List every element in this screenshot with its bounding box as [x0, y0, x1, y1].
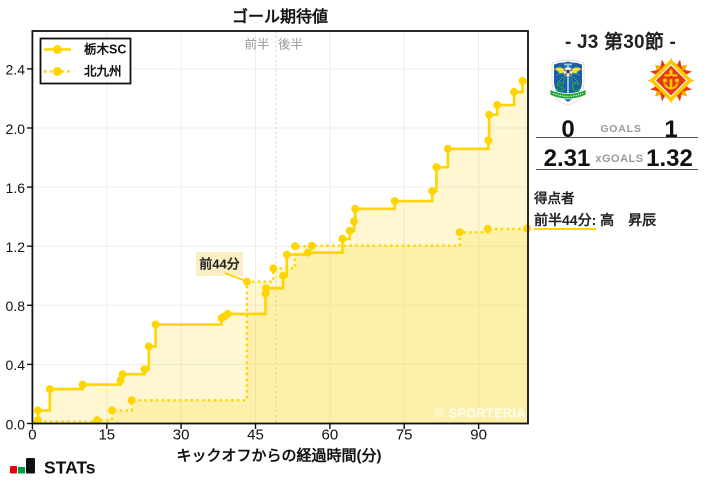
svg-text:栃木SC: 栃木SC: [84, 42, 126, 57]
svg-text:0.4: 0.4: [6, 357, 26, 373]
svg-text:15: 15: [98, 427, 115, 444]
svg-text:75: 75: [396, 427, 413, 444]
svg-text:1.6: 1.6: [6, 180, 26, 196]
svg-text:前半: 前半: [244, 37, 269, 52]
svg-text:0.0: 0.0: [6, 416, 26, 432]
svg-text:ゴール期待値: ゴール期待値: [232, 7, 328, 26]
svg-text:2.0: 2.0: [6, 121, 26, 137]
svg-text:30: 30: [173, 427, 190, 444]
svg-text:60: 60: [322, 427, 339, 444]
svg-text:45: 45: [247, 427, 264, 444]
svg-text:STATs: STATs: [44, 458, 96, 478]
svg-text:キックオフからの経過時間(分): キックオフからの経過時間(分): [177, 447, 382, 465]
svg-text:90: 90: [470, 427, 487, 444]
svg-text:S: S: [556, 79, 565, 95]
svg-text:0.8: 0.8: [6, 298, 26, 314]
svg-text:0: 0: [28, 427, 36, 444]
svg-text:後半: 後半: [278, 38, 303, 52]
svg-text:北九州: 北九州: [84, 64, 122, 79]
svg-text:© SPORTERIA: © SPORTERIA: [435, 407, 526, 421]
svg-text:1.2: 1.2: [6, 239, 26, 255]
svg-text:2.4: 2.4: [6, 62, 26, 78]
svg-text:前44分: 前44分: [199, 257, 239, 272]
svg-text:C: C: [571, 79, 581, 95]
